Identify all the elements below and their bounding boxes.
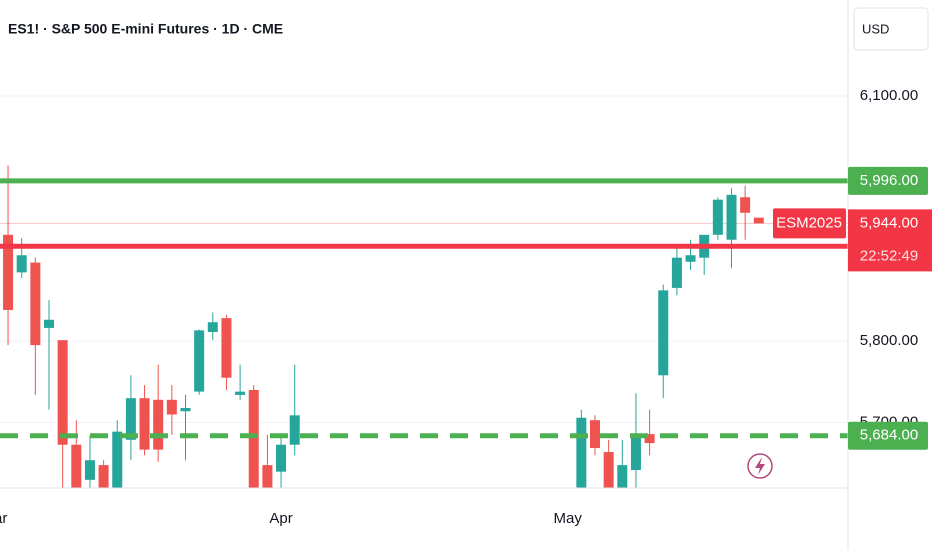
last-price-box (848, 209, 932, 272)
candle (644, 409, 655, 456)
candle (112, 420, 123, 488)
candle-body (712, 199, 723, 235)
candle (180, 394, 191, 461)
candle (98, 460, 109, 488)
plot-area (0, 165, 848, 488)
symbol-tag: ESM2025 (776, 214, 842, 231)
candle-body (84, 460, 95, 480)
candle (630, 393, 641, 488)
candle-body (617, 465, 628, 488)
x-tick-label: May (554, 510, 583, 527)
candle (590, 415, 600, 456)
last-price-label: 5,944.00 (860, 214, 918, 231)
candle (44, 300, 54, 410)
candle (235, 364, 246, 400)
candle-body (685, 255, 696, 262)
grid (0, 95, 848, 424)
chart-title: ES1! · S&P 500 E-mini Futures · 1D · CME (8, 21, 283, 37)
candle (740, 185, 751, 240)
candle-body (16, 255, 27, 273)
candle (617, 439, 628, 488)
candle (262, 434, 273, 488)
candle (3, 165, 14, 346)
candle (576, 409, 587, 488)
candle (30, 257, 41, 395)
candle (289, 364, 300, 456)
candle-body (671, 257, 682, 288)
candle-body (30, 262, 41, 346)
candle-body (576, 417, 587, 488)
candle-body (44, 319, 54, 328)
candle-body (630, 435, 641, 471)
candle-body (726, 194, 737, 240)
candle-body (139, 398, 150, 450)
candle-body (753, 217, 764, 224)
candle (753, 217, 764, 224)
candle-body (248, 389, 259, 488)
candle-body (57, 340, 68, 445)
symbol-tag-box (773, 208, 846, 239)
price-label: 5,684.00 (860, 427, 918, 444)
candle-body (112, 431, 123, 488)
candle-body (603, 452, 614, 488)
candle-body (289, 415, 300, 445)
candle-body (235, 391, 246, 395)
price-labels: 5,996.005,916.005,684.005,944.0022:52:49… (773, 166, 932, 450)
candle (658, 284, 669, 399)
candle-body (276, 444, 287, 472)
candle-body (658, 290, 669, 376)
y-axis: 5,700.005,800.006,100.00MarAprMay (0, 87, 918, 527)
countdown: 22:52:49 (860, 247, 918, 264)
candle-body (3, 234, 14, 310)
candle-body (194, 330, 205, 392)
candle (699, 234, 710, 275)
candle-body (125, 398, 136, 440)
price-label-box (848, 166, 928, 195)
candle (153, 364, 164, 462)
candle-body (740, 197, 751, 213)
candle-body (590, 420, 600, 448)
y-tick-label: 5,800.00 (860, 332, 918, 349)
price-label: 5,996.00 (860, 172, 918, 189)
x-tick-label: Apr (269, 510, 292, 527)
candle-body (71, 444, 82, 488)
price-label-box (848, 421, 928, 450)
candle-body (98, 465, 109, 488)
candle (671, 244, 682, 296)
candle-body (262, 465, 273, 488)
candle-body (221, 318, 232, 378)
candle-body (180, 407, 191, 412)
candle-body (153, 399, 164, 450)
candle (221, 314, 232, 390)
candle (207, 312, 218, 341)
candle (726, 188, 737, 269)
candle (248, 385, 259, 488)
candle (603, 439, 614, 488)
currency: USD (862, 21, 889, 36)
candle-body (166, 399, 177, 415)
alert-icon[interactable] (747, 453, 773, 479)
candle (125, 375, 136, 461)
candle (712, 197, 723, 240)
candle (276, 434, 287, 488)
candle-body (644, 434, 655, 444)
candle-body (207, 322, 218, 333)
y-tick-label: 6,100.00 (860, 87, 918, 104)
candle (57, 340, 68, 488)
currency-box[interactable] (853, 7, 929, 51)
candle (194, 329, 205, 395)
candle (166, 385, 177, 435)
candle (139, 385, 150, 456)
candle (84, 435, 95, 488)
x-tick-label: Mar (0, 510, 7, 527)
